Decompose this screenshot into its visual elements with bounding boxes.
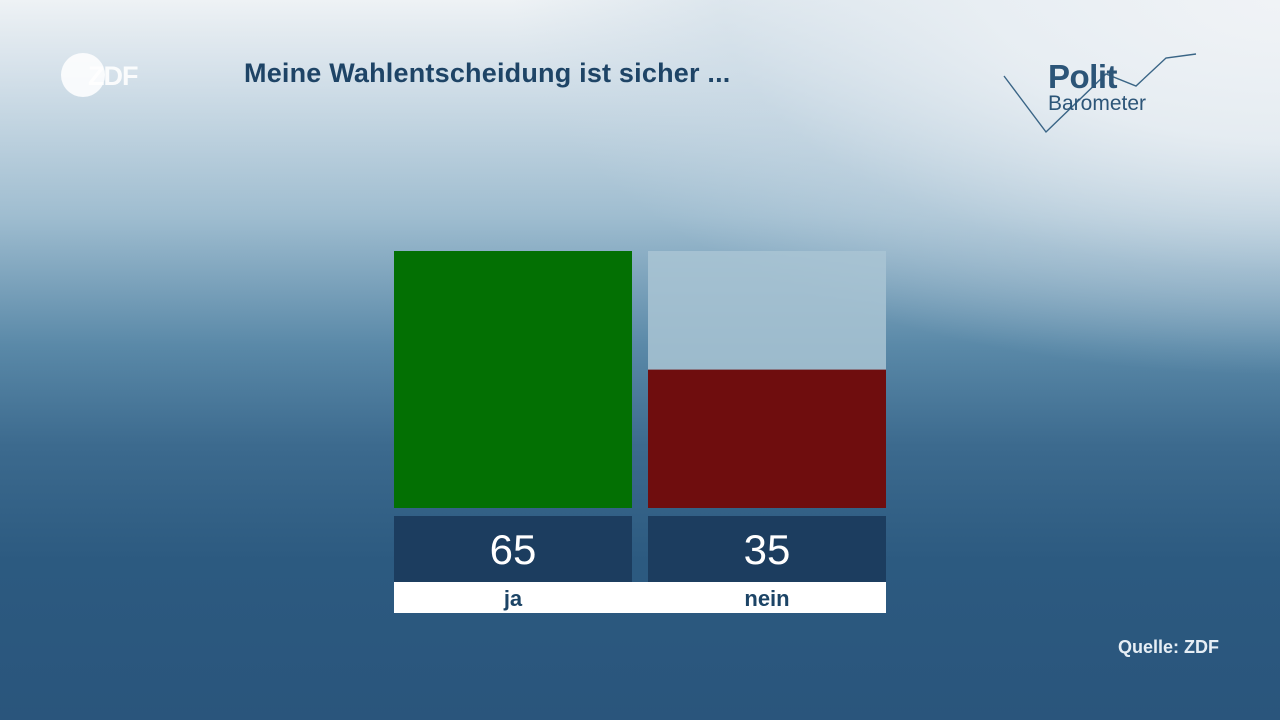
source-note: Quelle: ZDF: [1117, 637, 1219, 657]
zdf-logo: ZDF: [61, 53, 139, 97]
category-label-strip: [394, 582, 886, 613]
data-label-nein: 35: [744, 526, 791, 573]
category-label-nein: nein: [744, 586, 789, 611]
brand-polit: Polit: [1048, 58, 1118, 95]
brand-barometer: Barometer: [1048, 92, 1147, 115]
politbarometer-logo: [1003, 53, 1197, 134]
category-label-ja: ja: [503, 586, 523, 611]
chart-title: Meine Wahlentscheidung ist sicher ...: [244, 58, 731, 88]
bar-ja: [394, 251, 632, 508]
data-label-ja: 65: [490, 526, 537, 573]
bar-nein: [648, 369, 886, 508]
value-box-ja: [394, 516, 632, 582]
svg-text:ZDF: ZDF: [88, 61, 138, 91]
value-box-nein: [648, 516, 886, 582]
